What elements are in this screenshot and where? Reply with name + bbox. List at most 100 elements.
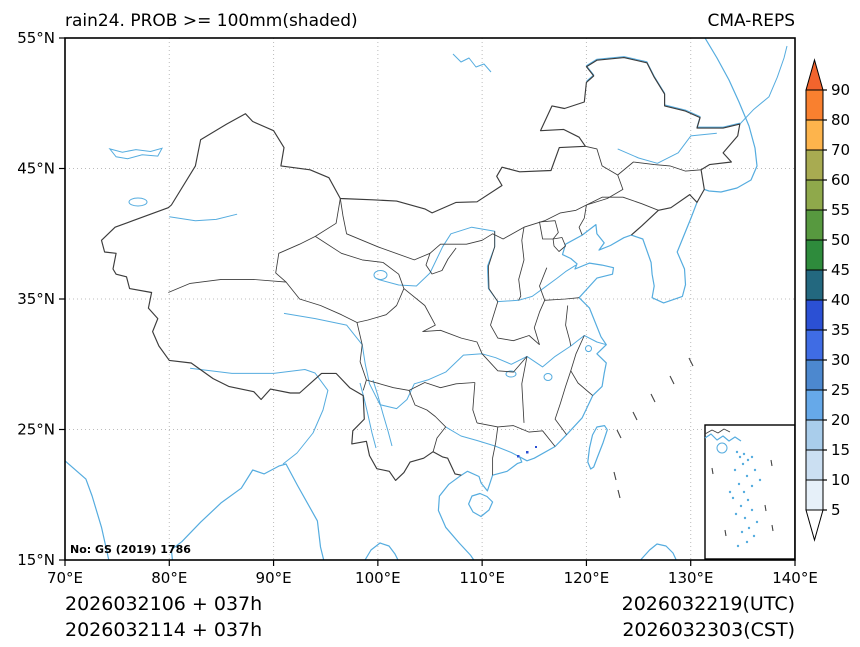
map-feature xyxy=(570,335,593,396)
map-feature xyxy=(740,530,744,534)
colorbar-segment-15-20 xyxy=(805,419,824,451)
y-axis-tick-label: 25°N xyxy=(17,421,55,439)
x-axis-tick-label: 100°E xyxy=(355,569,401,587)
map-feature xyxy=(403,288,483,354)
map-feature xyxy=(617,161,702,176)
x-axis-tick-label: 80°E xyxy=(151,569,187,587)
colorbar-segment-25-30 xyxy=(805,359,824,391)
national-border xyxy=(100,57,741,481)
map-feature xyxy=(728,490,732,494)
colorbar-segment-80-90 xyxy=(805,89,824,121)
map-feature xyxy=(490,301,540,346)
map-feature xyxy=(481,353,528,373)
colorbar-tick-label: 5 xyxy=(831,501,841,519)
map-feature xyxy=(492,426,499,476)
colorbar-tick-label: 35 xyxy=(831,321,850,339)
foreign-coastlines xyxy=(65,38,758,560)
colorbar-tick-label: 90 xyxy=(831,81,850,99)
map-feature xyxy=(750,455,754,459)
shading-specks xyxy=(517,446,537,458)
map-feature xyxy=(752,534,756,538)
map-feature xyxy=(476,422,556,447)
map-feature xyxy=(425,247,457,275)
map-feature xyxy=(746,498,750,502)
map-feature xyxy=(554,370,572,435)
map-feature xyxy=(377,226,577,303)
map-feature xyxy=(168,198,341,293)
colorbar-tick-label: 25 xyxy=(831,381,850,399)
map-feature xyxy=(755,520,759,524)
map-feature xyxy=(704,433,742,442)
map-feature xyxy=(753,468,757,472)
map-feature xyxy=(190,367,329,465)
inset-border xyxy=(704,424,795,560)
y-axis-tick-label: 35°N xyxy=(17,290,55,308)
map-feature xyxy=(758,478,762,482)
map-feature xyxy=(445,426,520,458)
china-coastline xyxy=(460,224,632,518)
map-feature xyxy=(315,236,405,323)
y-axis-tick-label: 45°N xyxy=(17,160,55,178)
colorbar-segment-30-35 xyxy=(805,329,824,361)
colorbar-segment-35-40 xyxy=(805,299,824,331)
map-feature xyxy=(716,442,728,454)
map-feature xyxy=(640,543,677,560)
map-feature xyxy=(539,220,559,240)
rivers xyxy=(169,45,788,465)
map-feature xyxy=(743,516,747,520)
map-feature xyxy=(704,428,731,435)
map-feature xyxy=(737,482,741,486)
colorbar-segment-70-80 xyxy=(805,119,824,151)
footer-annotations: 2026032106 + 037h 2026032114 + 037h 2026… xyxy=(65,593,795,641)
colorbar-segment-40-45 xyxy=(805,269,824,301)
map-feature xyxy=(472,382,478,424)
map-feature xyxy=(539,267,580,301)
x-axis-tick-label: 140°E xyxy=(772,569,818,587)
valid-time-cst: 2026032303(CST) xyxy=(622,619,795,641)
map-feature xyxy=(505,370,517,378)
map-feature xyxy=(468,492,494,518)
map-feature xyxy=(750,508,754,512)
init-time-utc: 2026032106 + 037h xyxy=(65,593,262,615)
colorbar-tick-label: 10 xyxy=(831,471,850,489)
x-axis-tick-label: 110°E xyxy=(459,569,505,587)
map-feature xyxy=(408,390,447,452)
map-feature xyxy=(739,504,743,508)
map-feature xyxy=(100,57,741,481)
colorbar-tick-label: 55 xyxy=(831,201,850,219)
map-feature xyxy=(339,145,624,261)
island-dashes xyxy=(613,357,694,499)
map-feature xyxy=(731,496,735,500)
colorbar-tick-label: 20 xyxy=(831,411,850,429)
colorbar-segment-55-60 xyxy=(805,179,824,211)
map-feature xyxy=(169,213,238,222)
colorbar-over-arrow xyxy=(805,58,824,91)
map-feature xyxy=(128,197,148,207)
map-feature xyxy=(170,463,325,560)
map-feature xyxy=(578,204,587,236)
map-feature xyxy=(518,227,525,301)
map-feature xyxy=(738,455,742,459)
map-feature xyxy=(452,53,492,73)
valid-time-utc: 2026032219(UTC) xyxy=(622,593,795,615)
colorbar-segment-60-70 xyxy=(805,149,824,181)
map-feature xyxy=(373,270,388,280)
map-feature xyxy=(704,38,758,193)
colorbar-tick-label: 30 xyxy=(831,351,850,369)
map-feature xyxy=(372,379,393,447)
colorbar-tick-label: 15 xyxy=(831,441,850,459)
map-feature xyxy=(526,451,529,454)
map-feature xyxy=(739,45,788,125)
map-feature xyxy=(741,462,745,466)
colorbar-segment-50-55 xyxy=(805,209,824,241)
colorbar-tick-label: 60 xyxy=(831,171,850,189)
map-feature xyxy=(359,382,377,449)
colorbar-tick-label: 40 xyxy=(831,291,850,309)
map-feature xyxy=(487,231,499,302)
map-feature xyxy=(535,446,537,448)
map-feature xyxy=(108,147,163,160)
x-axis-tick-label: 120°E xyxy=(564,569,610,587)
y-axis-tick-label: 55°N xyxy=(17,29,55,47)
colorbar-segment-20-25 xyxy=(805,389,824,421)
